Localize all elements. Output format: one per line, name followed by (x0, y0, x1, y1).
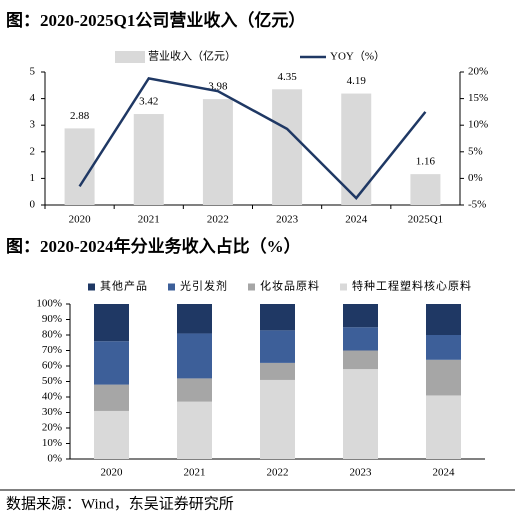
x-tick-label: 2023 (276, 214, 299, 226)
x-tick-label: 2020 (69, 214, 92, 226)
legend-label: YOY（%） (330, 50, 385, 63)
x-tick-label: 2022 (267, 467, 289, 479)
y-tick-label: 90% (42, 313, 62, 325)
y2-tick-label: 20% (468, 66, 488, 78)
x-tick-label: 2023 (350, 467, 373, 479)
bar-segment (177, 304, 212, 334)
legend-swatch (115, 51, 145, 63)
bar (133, 114, 164, 205)
bar-segment (426, 335, 461, 360)
value-label: 1.16 (416, 156, 436, 168)
value-label: 4.35 (277, 71, 297, 83)
bar-segment (260, 379, 295, 459)
y-tick-label: 80% (42, 329, 62, 341)
y-tick-label: 100% (36, 298, 62, 310)
y-tick-label: 10% (42, 437, 62, 449)
bar-segment (94, 341, 129, 385)
y-tick-label: 50% (42, 375, 62, 387)
bar-segment (426, 359, 461, 396)
value-label: 2.88 (70, 110, 90, 122)
bar-segment (94, 410, 129, 459)
bar-segment (343, 304, 378, 328)
legend-swatch (88, 283, 95, 291)
legend-label: 营业收入（亿元） (148, 49, 236, 63)
x-tick-label: 2021 (138, 214, 160, 226)
bar-segment (94, 304, 129, 342)
value-label: 3.42 (139, 96, 158, 108)
bar (410, 174, 441, 205)
y-tick-label: 5 (30, 66, 36, 78)
legend-label: 其他产品 (100, 279, 148, 293)
x-tick-label: 2022 (207, 214, 229, 226)
bar (202, 99, 233, 205)
source-note: 数据来源：Wind，东吴证券研究所 (6, 495, 234, 512)
y-tick-label: 40% (42, 391, 62, 403)
x-tick-label: 2024 (345, 214, 368, 226)
x-tick-label: 2021 (184, 467, 206, 479)
y-tick-label: 0 (30, 199, 36, 211)
y-tick-label: 70% (42, 344, 62, 356)
bar (272, 89, 303, 205)
y-tick-label: 3 (30, 119, 36, 131)
bar (64, 128, 95, 205)
legend-label: 特种工程塑料核心原料 (352, 279, 472, 293)
legend-swatch (168, 283, 175, 291)
legend-label: 化妆品原料 (260, 279, 320, 293)
bar-segment (343, 327, 378, 351)
chart-title: 图：2020-2024年分业务收入占比（%） (6, 236, 301, 256)
y2-tick-label: -5% (468, 199, 486, 211)
y-tick-label: 0% (47, 453, 62, 465)
bar-segment (426, 304, 461, 335)
x-tick-label: 2024 (433, 467, 456, 479)
y2-tick-label: 0% (468, 172, 483, 184)
y-tick-label: 30% (42, 406, 62, 418)
x-tick-label: 2025Q1 (408, 214, 443, 226)
bar-segment (260, 330, 295, 363)
legend-swatch (248, 283, 255, 291)
bar-segment (260, 362, 295, 380)
y2-tick-label: 15% (468, 92, 488, 104)
value-label: 4.19 (347, 75, 367, 87)
yoy-line (78, 77, 427, 200)
y-tick-label: 1 (30, 172, 36, 184)
y-tick-label: 60% (42, 360, 62, 372)
bar-segment (94, 384, 129, 411)
bar-segment (177, 378, 212, 402)
bar-segment (177, 333, 212, 379)
bar-segment (426, 395, 461, 459)
x-tick-label: 2020 (101, 467, 124, 479)
bar-segment (177, 401, 212, 459)
y-tick-label: 4 (30, 92, 36, 104)
legend-label: 光引发剂 (180, 279, 228, 293)
y2-tick-label: 5% (468, 145, 483, 157)
legend-swatch (340, 283, 347, 291)
chart-title: 图：2020-2025Q1公司营业收入（亿元） (6, 10, 305, 30)
y-tick-label: 20% (42, 422, 62, 434)
bar-segment (343, 350, 378, 370)
y2-tick-label: 10% (468, 119, 488, 131)
y-tick-label: 2 (30, 145, 36, 157)
bar-segment (260, 304, 295, 331)
bar-segment (343, 369, 378, 459)
